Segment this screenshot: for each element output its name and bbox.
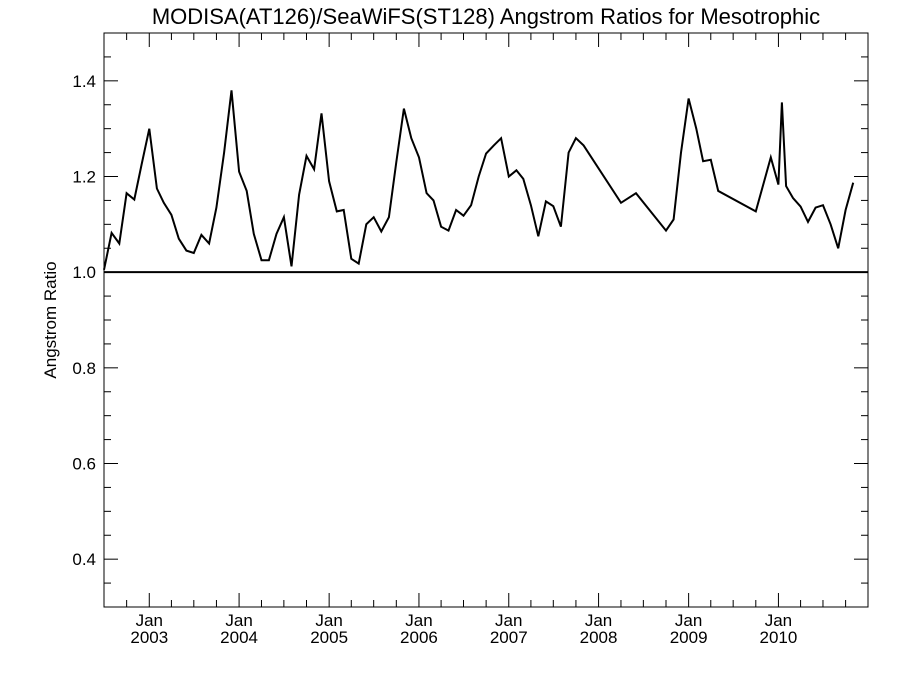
- x-tick-year-label: 2007: [490, 628, 528, 647]
- y-tick-label: 0.6: [72, 455, 96, 474]
- y-tick-label: 1.2: [72, 168, 96, 187]
- x-tick-year-label: 2010: [760, 628, 798, 647]
- x-tick-month-label: Jan: [765, 611, 792, 630]
- chart-title: MODISA(AT126)/SeaWiFS(ST128) Angstrom Ra…: [152, 4, 820, 29]
- y-tick-label: 0.4: [72, 550, 96, 569]
- series-line: [103, 90, 855, 271]
- y-axis-label: Angstrom Ratio: [41, 261, 60, 378]
- x-tick-year-label: 2008: [580, 628, 618, 647]
- x-tick-month-label: Jan: [405, 611, 432, 630]
- x-tick-year-label: 2003: [130, 628, 168, 647]
- y-tick-label: 1.4: [72, 72, 96, 91]
- x-tick-month-label: Jan: [585, 611, 612, 630]
- plot-frame: [103, 32, 869, 608]
- x-tick-month-label: Jan: [495, 611, 522, 630]
- x-tick-year-label: 2005: [310, 628, 348, 647]
- x-tick-month-label: Jan: [315, 611, 342, 630]
- y-axis: 0.4 0.6 0.8 1.0 1.2 1.4: [72, 32, 868, 608]
- x-axis: Jan2003Jan2004Jan2005Jan2006Jan2007Jan20…: [103, 33, 847, 647]
- x-tick-year-label: 2009: [670, 628, 708, 647]
- y-tick-label: 1.0: [72, 263, 96, 282]
- x-tick-month-label: Jan: [675, 611, 702, 630]
- series-group: [103, 90, 855, 271]
- x-tick-year-label: 2004: [220, 628, 258, 647]
- x-tick-month-label: Jan: [136, 611, 163, 630]
- x-tick-month-label: Jan: [225, 611, 252, 630]
- y-tick-label: 0.8: [72, 359, 96, 378]
- x-tick-year-label: 2006: [400, 628, 438, 647]
